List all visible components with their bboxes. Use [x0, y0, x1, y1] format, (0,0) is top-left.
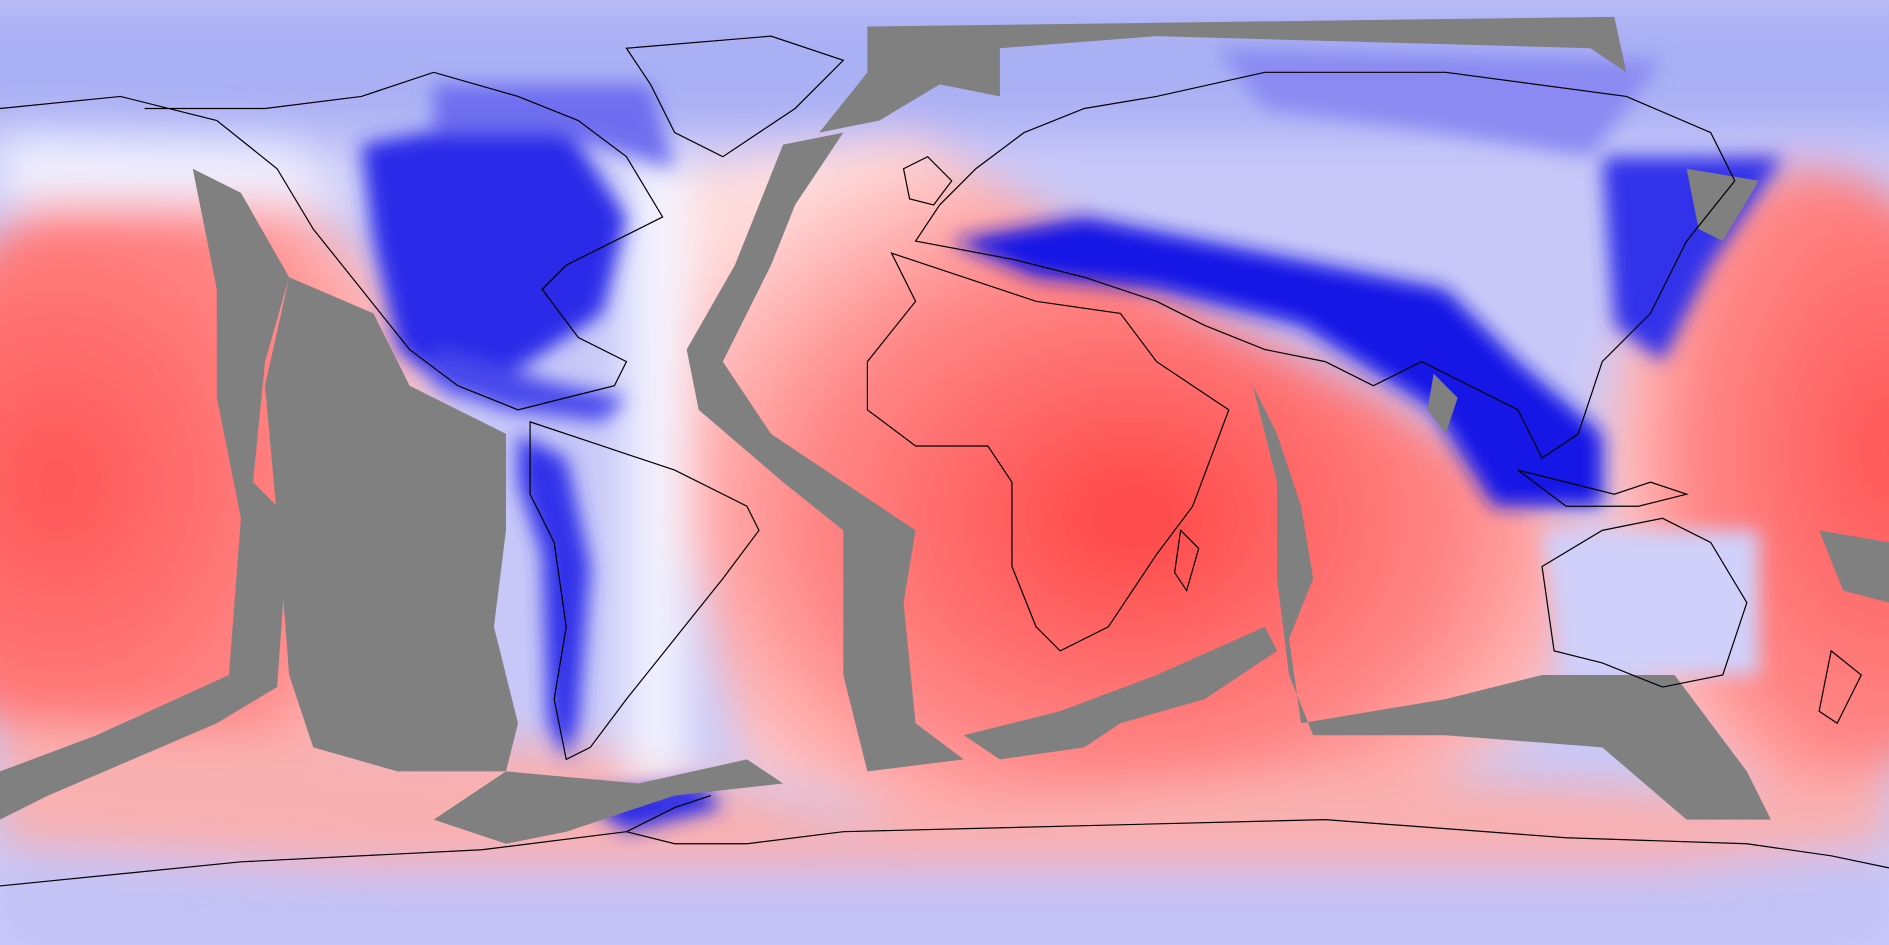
coast-antarctica [0, 819, 1889, 887]
mask-north [819, 16, 1627, 133]
mask-japan-trench [1686, 168, 1759, 242]
coast-new-zealand [1818, 649, 1863, 725]
mask-mid-atlantic-ridge [686, 132, 964, 772]
atlantic-white-band [626, 156, 687, 784]
mask-bay-bengal [1427, 373, 1458, 434]
mask-tonga [1819, 530, 1889, 603]
coast-madagascar [1173, 529, 1200, 593]
eurasia-cold-band [951, 216, 1603, 507]
masked-regions [0, 16, 1889, 844]
coast-africa [866, 252, 1230, 652]
north-pacific-white [0, 132, 362, 205]
north-america-cold [361, 108, 627, 398]
central-america-cold [433, 349, 627, 422]
coastlines [0, 35, 1889, 887]
coast-british-isles [902, 155, 953, 206]
australia-cool [1542, 530, 1759, 675]
mask-indian-ridge [1252, 385, 1771, 820]
coast-antarctic-peninsula [626, 794, 711, 833]
coast-eurasia [914, 71, 1736, 459]
antarctic-band [0, 867, 1889, 945]
mask-east-pacific-west [0, 168, 290, 820]
coast-north-america [0, 71, 664, 411]
mask-drake-passage [433, 759, 784, 844]
coast-australia [1541, 517, 1748, 688]
andes-cold [518, 433, 591, 760]
coast-greenland [625, 35, 845, 158]
mask-southwest-indian-ridge [963, 626, 1278, 760]
coast-indonesia [1517, 469, 1689, 507]
mask-east-pacific-rise [265, 277, 519, 772]
coast-south-america [529, 421, 760, 761]
siberia-cool [1216, 48, 1663, 157]
